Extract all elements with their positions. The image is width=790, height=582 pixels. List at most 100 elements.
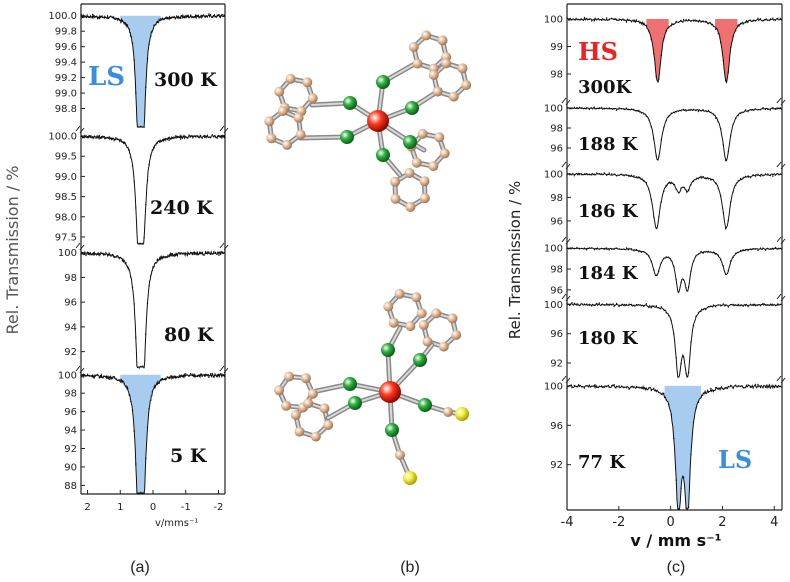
data-point (206, 374, 208, 376)
data-point (175, 135, 177, 137)
data-point (767, 247, 769, 250)
data-point (121, 20, 124, 22)
data-point (88, 16, 91, 18)
data-point (715, 306, 717, 308)
carbon-atom (284, 371, 294, 382)
data-point (677, 291, 680, 294)
carbon-atom (395, 450, 405, 460)
carbon-atom (264, 116, 275, 127)
data-point (638, 251, 640, 253)
data-point (727, 385, 729, 388)
data-point (737, 114, 739, 117)
data-point (633, 20, 635, 23)
data-point (183, 375, 185, 377)
data-point (188, 375, 190, 377)
data-point (682, 356, 685, 358)
sulfur-atom (403, 471, 417, 485)
data-point (710, 23, 712, 25)
data-point (615, 109, 618, 111)
data-point (620, 173, 623, 175)
data-point (673, 111, 675, 114)
data-point (165, 17, 167, 20)
data-point (615, 247, 618, 249)
y-tick-label: 98 (64, 389, 77, 400)
data-point (166, 18, 169, 20)
data-point (136, 126, 139, 128)
carbon-atom (421, 30, 432, 41)
nitrogen-atom (413, 353, 427, 367)
carbon-atom (266, 133, 277, 144)
nitrogen-atom (418, 398, 432, 412)
data-point (86, 373, 89, 375)
data-point (744, 304, 747, 306)
data-point (596, 248, 598, 250)
data-point (767, 19, 769, 21)
data-point (702, 176, 705, 178)
data-point (201, 137, 203, 139)
data-point (687, 109, 690, 112)
data-point (722, 212, 724, 214)
data-point (158, 382, 160, 385)
data-point (705, 251, 707, 253)
data-point (573, 248, 576, 250)
absorption-shading (120, 374, 161, 493)
nitrogen-atom (343, 377, 357, 391)
y-tick-label: 99.4 (55, 58, 77, 69)
iron-atom (379, 381, 401, 403)
data-point (777, 303, 779, 306)
axis-break-mark (561, 97, 571, 106)
data-point (772, 248, 774, 250)
spectrum-curve (567, 16, 783, 84)
temperature-label: 184 K (578, 263, 639, 284)
data-point (141, 365, 144, 367)
nitrogen-atom (340, 130, 354, 144)
data-point (96, 253, 99, 255)
data-point (126, 147, 129, 149)
data-point (601, 19, 603, 22)
data-point (103, 375, 106, 377)
data-point (85, 254, 87, 257)
data-point (613, 248, 615, 250)
data-point (613, 18, 615, 20)
data-point (670, 319, 672, 321)
data-point (593, 173, 595, 175)
data-point (769, 387, 772, 389)
data-point (697, 110, 700, 113)
data-point (630, 386, 633, 388)
data-point (206, 15, 208, 18)
data-point (633, 175, 635, 177)
data-point (214, 251, 217, 254)
data-point (630, 248, 633, 250)
x-tick-label: 0 (150, 502, 156, 513)
data-point (118, 19, 120, 21)
data-point (571, 107, 573, 109)
data-point (648, 119, 650, 121)
data-point (737, 385, 739, 387)
data-point (125, 144, 127, 146)
data-point (578, 19, 581, 21)
data-point (658, 78, 660, 80)
data-point (650, 389, 652, 392)
data-point (183, 16, 185, 18)
data-point (568, 303, 571, 306)
data-point (754, 19, 757, 22)
data-point (93, 377, 96, 379)
data-point (150, 275, 152, 277)
data-point (596, 386, 598, 388)
data-point (769, 248, 772, 250)
data-point (204, 374, 207, 376)
data-point (668, 115, 670, 117)
y-tick-label: 96 (550, 144, 563, 155)
carbon-atom (285, 73, 296, 84)
carbon-atom (412, 58, 423, 69)
x-tick-label: -2 (213, 502, 223, 513)
axis-break-mark (776, 375, 786, 384)
data-point (173, 136, 175, 138)
data-point (722, 144, 724, 146)
data-point (625, 174, 628, 176)
data-point (727, 270, 729, 272)
data-point (692, 421, 695, 423)
data-point (223, 251, 225, 254)
y-tick-label: 100 (58, 370, 77, 381)
